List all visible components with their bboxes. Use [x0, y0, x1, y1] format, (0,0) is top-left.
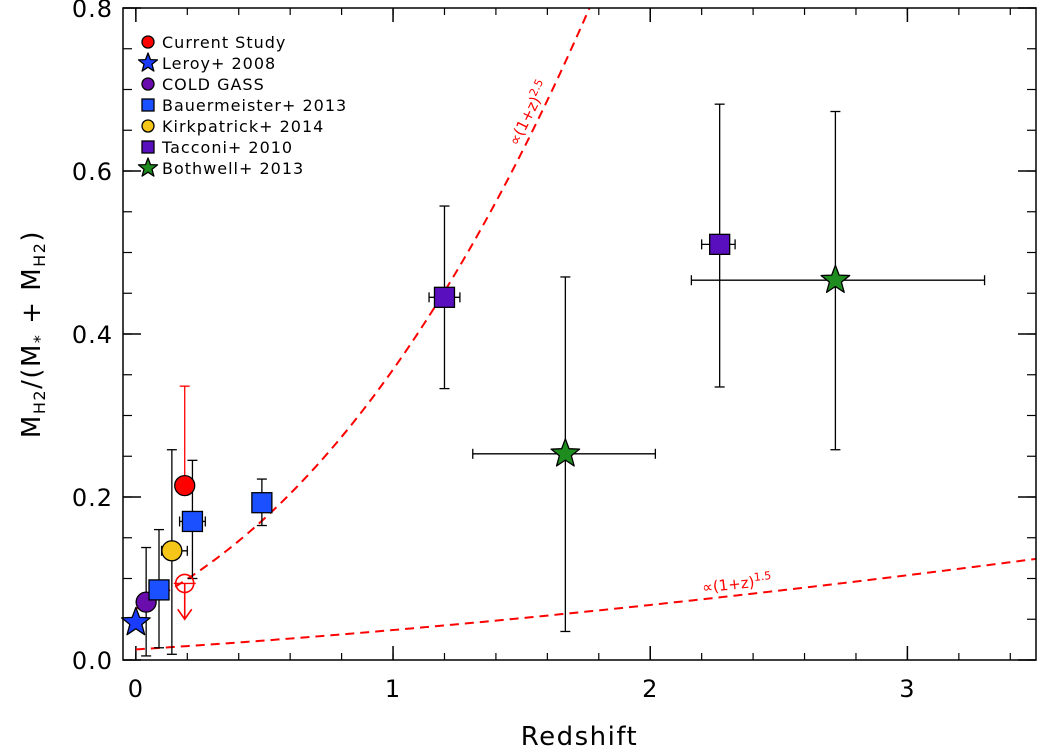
y-title-sub: H2: [30, 389, 49, 414]
legend-label: Kirkpatrick+ 2014: [162, 117, 324, 136]
data-point: [550, 438, 581, 467]
x-axis-title: Redshift: [521, 722, 639, 750]
data-point: [161, 540, 183, 562]
legend-marker: [141, 140, 155, 154]
legend-marker: [137, 52, 159, 72]
y-tick-label: 0.0: [72, 647, 113, 675]
curve-label-base: ∝(1+z): [701, 573, 755, 597]
legend-marker: [137, 157, 159, 177]
y-tick-label: 0.6: [72, 158, 113, 186]
x-tick-label: 3: [899, 675, 915, 703]
x-tick-label: 2: [642, 675, 658, 703]
data-point: [174, 474, 196, 497]
trend-curve-line: [135, 8, 591, 610]
y-title-part: ): [17, 230, 47, 242]
data-point: [148, 579, 170, 601]
legend-marker: [141, 77, 155, 91]
legend-label: Leroy+ 2008: [162, 54, 276, 73]
legend: Current Study Leroy+ 2008 COLD GASS Bauerme…: [137, 33, 347, 178]
y-tick-label: 0.4: [72, 321, 113, 349]
legend-marker: [141, 35, 155, 49]
y-title-sub: *: [30, 334, 49, 344]
y-tick-label: 0.2: [72, 484, 113, 512]
legend-marker: [141, 119, 155, 133]
y-tick-label: 0.8: [72, 0, 113, 23]
data-point: [433, 286, 456, 308]
y-title-part: M: [17, 414, 47, 438]
upper-limit-arrowhead: [177, 608, 193, 621]
trend-curve-label: ∝(1+z)2.5: [503, 77, 553, 149]
legend-label: Bothwell+ 2013: [162, 159, 304, 178]
error-bars: [141, 103, 986, 657]
x-tick-label: 1: [385, 675, 401, 703]
legend-marker: [141, 98, 155, 112]
data-point: [709, 233, 731, 256]
data-point: [120, 606, 151, 636]
trend-curves: [135, 8, 1036, 651]
curve-label-exponent: 1.5: [753, 569, 772, 584]
plot-frame: [122, 7, 1037, 661]
y-axis-title: MH2/(M* + MH2): [17, 230, 49, 438]
data-point: [181, 510, 204, 533]
legend-label: Tacconi+ 2010: [161, 138, 293, 157]
y-title-part: + M: [17, 267, 47, 334]
data-point: [251, 492, 273, 514]
trend-curve-line: [135, 557, 1036, 651]
curve-label-base: ∝(1+z): [505, 93, 544, 148]
x-tick-label: 0: [128, 675, 144, 703]
trend-curve-label: ∝(1+z)1.5: [701, 569, 773, 597]
legend-label: Bauermeister+ 2013: [162, 96, 347, 115]
legend-label: Current Study: [162, 33, 286, 52]
ticks-layer: [123, 7, 1036, 661]
legend-label: COLD GASS: [162, 75, 265, 94]
y-title-part: /(M: [17, 343, 47, 389]
y-title-sub: H2: [30, 242, 49, 267]
data-point: [820, 264, 851, 293]
data-points: [120, 233, 851, 636]
